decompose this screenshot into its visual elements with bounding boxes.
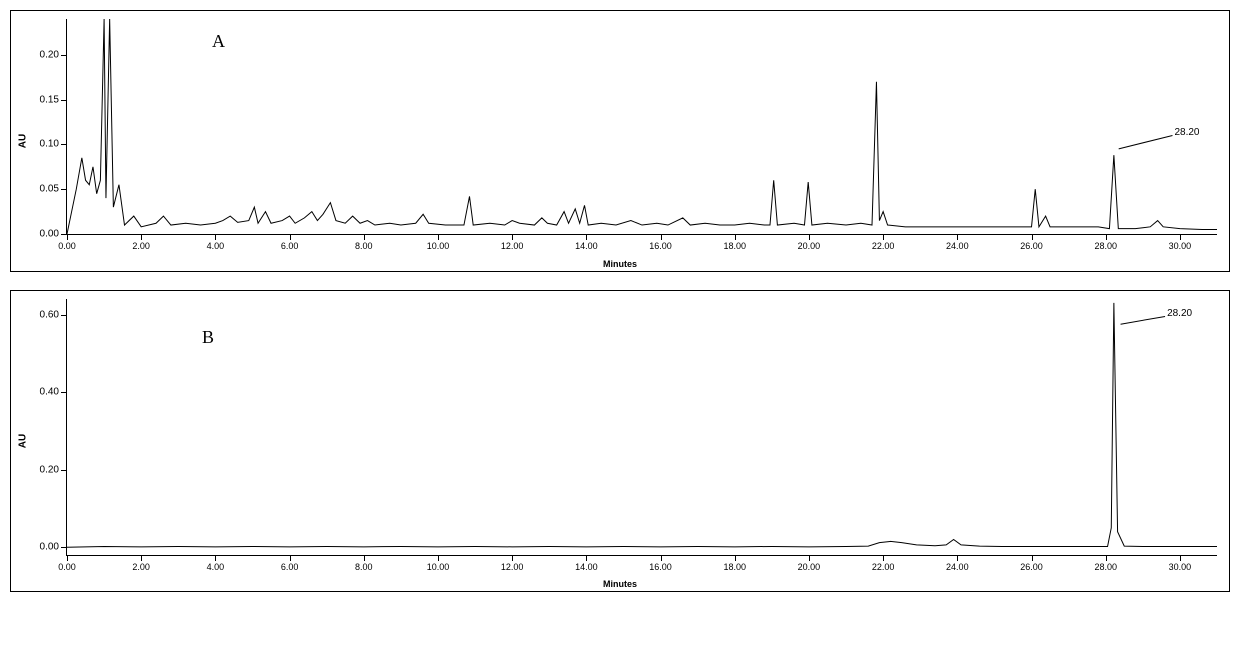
x-tick-label: 30.00 <box>1169 562 1192 572</box>
x-tick-label: 24.00 <box>946 241 969 251</box>
x-tick-label: 24.00 <box>946 562 969 572</box>
x-tick-label: 8.00 <box>355 562 373 572</box>
peak-label: 28.20 <box>1174 127 1199 138</box>
x-tick-label: 14.00 <box>575 241 598 251</box>
x-tick-label: 10.00 <box>427 241 450 251</box>
x-tick-label: 26.00 <box>1020 241 1043 251</box>
x-tick-label: 16.00 <box>649 241 672 251</box>
x-tick-label: 4.00 <box>207 562 225 572</box>
x-tick-label: 30.00 <box>1169 241 1192 251</box>
y-tick-label: 0.20 <box>40 464 59 475</box>
x-tick-label: 2.00 <box>132 562 150 572</box>
panel-b: AU B 0.000.200.400.600.002.004.006.008.0… <box>10 290 1230 592</box>
plot-area-a: A 0.000.050.100.150.200.002.004.006.008.… <box>66 19 1217 235</box>
x-tick-label: 18.00 <box>723 562 746 572</box>
x-tick-label: 18.00 <box>723 241 746 251</box>
y-tick-label: 0.40 <box>40 387 59 398</box>
x-tick-label: 8.00 <box>355 241 373 251</box>
y-axis-label-b: AU <box>18 434 29 448</box>
panel-a: AU A 0.000.050.100.150.200.002.004.006.0… <box>10 10 1230 272</box>
x-tick-label: 4.00 <box>207 241 225 251</box>
x-tick-label: 6.00 <box>281 241 299 251</box>
x-tick-label: 26.00 <box>1020 562 1043 572</box>
x-tick-label: 20.00 <box>798 562 821 572</box>
x-axis-label-a: Minutes <box>603 259 637 269</box>
chromatogram-figure: AU A 0.000.050.100.150.200.002.004.006.0… <box>10 10 1230 592</box>
x-axis-label-b: Minutes <box>603 579 637 589</box>
x-tick-label: 10.00 <box>427 562 450 572</box>
y-axis-label-a: AU <box>18 134 29 148</box>
x-tick-label: 2.00 <box>132 241 150 251</box>
y-tick-label: 0.10 <box>40 139 59 150</box>
x-tick-label: 12.00 <box>501 562 524 572</box>
trace-line-b <box>67 299 1217 555</box>
x-tick-label: 16.00 <box>649 562 672 572</box>
trace-line-a <box>67 19 1217 234</box>
x-tick-label: 28.00 <box>1094 241 1117 251</box>
x-tick-label: 0.00 <box>58 241 76 251</box>
x-tick-label: 22.00 <box>872 562 895 572</box>
x-tick-label: 14.00 <box>575 562 598 572</box>
x-tick-label: 12.00 <box>501 241 524 251</box>
x-tick-label: 20.00 <box>798 241 821 251</box>
x-tick-label: 0.00 <box>58 562 76 572</box>
y-tick-label: 0.15 <box>40 94 59 105</box>
y-tick-label: 0.20 <box>40 49 59 60</box>
peak-label: 28.20 <box>1167 308 1192 319</box>
y-tick-label: 0.05 <box>40 184 59 195</box>
y-tick-label: 0.00 <box>40 542 59 553</box>
y-tick-label: 0.00 <box>40 229 59 240</box>
plot-area-b: B 0.000.200.400.600.002.004.006.008.0010… <box>66 299 1217 556</box>
x-tick-label: 28.00 <box>1094 562 1117 572</box>
x-tick-label: 22.00 <box>872 241 895 251</box>
x-tick-label: 6.00 <box>281 562 299 572</box>
y-tick-label: 0.60 <box>40 309 59 320</box>
